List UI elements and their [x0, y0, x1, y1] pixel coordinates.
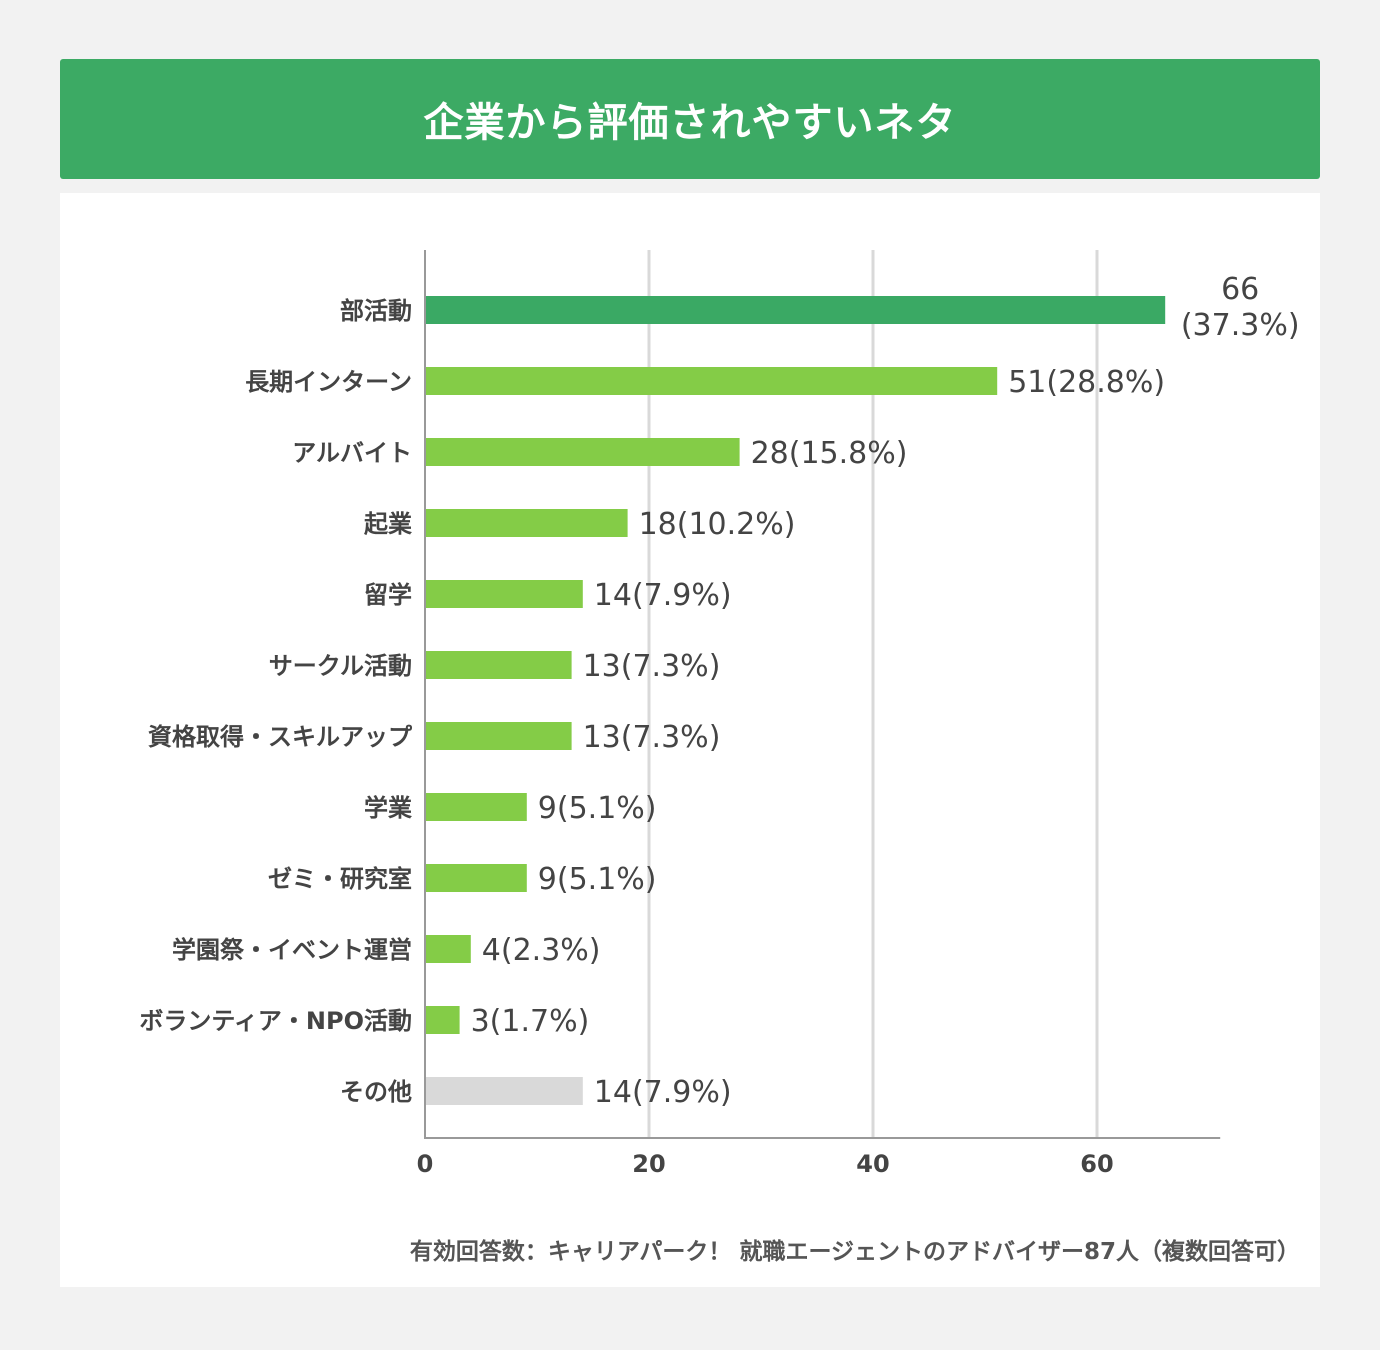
category-label: 長期インターン	[245, 368, 412, 396]
data-label: 3(1.7%)	[471, 1004, 590, 1039]
data-label: 14(7.9%)	[594, 1075, 732, 1110]
category-label: アルバイト	[292, 439, 412, 467]
bar	[426, 509, 628, 537]
chart-title: 企業から評価されやすいネタ	[423, 100, 957, 146]
x-tick-label: 40	[856, 1150, 889, 1178]
data-label-percent: (37.3%)	[1181, 308, 1300, 343]
x-tick-label: 60	[1080, 1150, 1113, 1178]
category-label: ゼミ・研究室	[268, 865, 412, 893]
category-label: 学園祭・イベント運営	[172, 936, 412, 964]
bar	[426, 651, 572, 679]
x-tick-label: 20	[632, 1150, 665, 1178]
data-label: 51(28.8%)	[1008, 365, 1165, 400]
bar	[426, 793, 527, 821]
bar	[426, 864, 527, 892]
data-label: 9(5.1%)	[538, 791, 657, 826]
category-label: 部活動	[340, 297, 412, 325]
data-label: 14(7.9%)	[594, 578, 732, 613]
category-label: ボランティア・NPO活動	[139, 1007, 412, 1035]
category-label: その他	[340, 1078, 412, 1106]
category-label: 学業	[364, 794, 412, 822]
data-label: 4(2.3%)	[482, 933, 601, 968]
category-label: サークル活動	[269, 652, 412, 680]
bar	[426, 722, 572, 750]
bar	[426, 935, 471, 963]
data-label: 13(7.3%)	[583, 720, 721, 755]
bar	[426, 438, 740, 466]
data-label: 28(15.8%)	[751, 436, 908, 471]
category-label: 資格取得・スキルアップ	[148, 723, 413, 751]
category-label: 起業	[363, 510, 412, 538]
category-label: 留学	[364, 581, 412, 609]
bar	[426, 367, 998, 395]
bar	[426, 1077, 583, 1105]
bar	[426, 580, 583, 608]
title-banner: 企業から評価されやすいネタ	[60, 59, 1320, 179]
bar	[426, 1006, 460, 1034]
bar	[426, 296, 1166, 324]
x-tick-label: 0	[417, 1150, 434, 1178]
data-label: 66	[1221, 272, 1259, 307]
data-label: 13(7.3%)	[583, 649, 721, 684]
data-label: 9(5.1%)	[538, 862, 657, 897]
data-label: 18(10.2%)	[639, 507, 796, 542]
chart-note: 有効回答数：キャリアパーク！ 就職エージェントのアドバイザー87人（複数回答可）	[409, 1239, 1300, 1265]
